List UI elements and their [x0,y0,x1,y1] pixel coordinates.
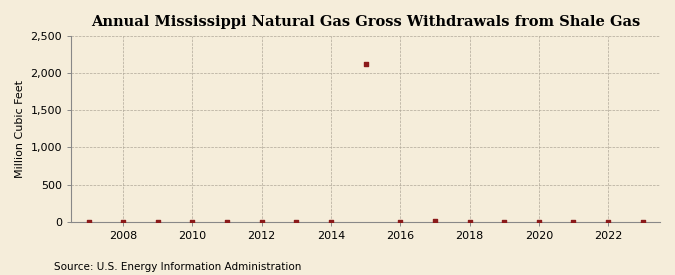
Point [429,219,440,224]
Point [291,219,302,224]
Point [637,219,648,224]
Point [395,219,406,224]
Point [464,219,475,224]
Point [499,219,510,224]
Y-axis label: Million Cubic Feet: Million Cubic Feet [15,80,25,178]
Point [256,219,267,224]
Point [533,219,544,224]
Title: Annual Mississippi Natural Gas Gross Withdrawals from Shale Gas: Annual Mississippi Natural Gas Gross Wit… [91,15,640,29]
Point [360,62,371,67]
Point [568,219,579,224]
Text: Source: U.S. Energy Information Administration: Source: U.S. Energy Information Administ… [54,262,301,272]
Point [221,219,232,224]
Point [603,219,614,224]
Point [187,219,198,224]
Point [83,219,94,224]
Point [153,219,163,224]
Point [117,219,128,224]
Point [325,219,336,224]
